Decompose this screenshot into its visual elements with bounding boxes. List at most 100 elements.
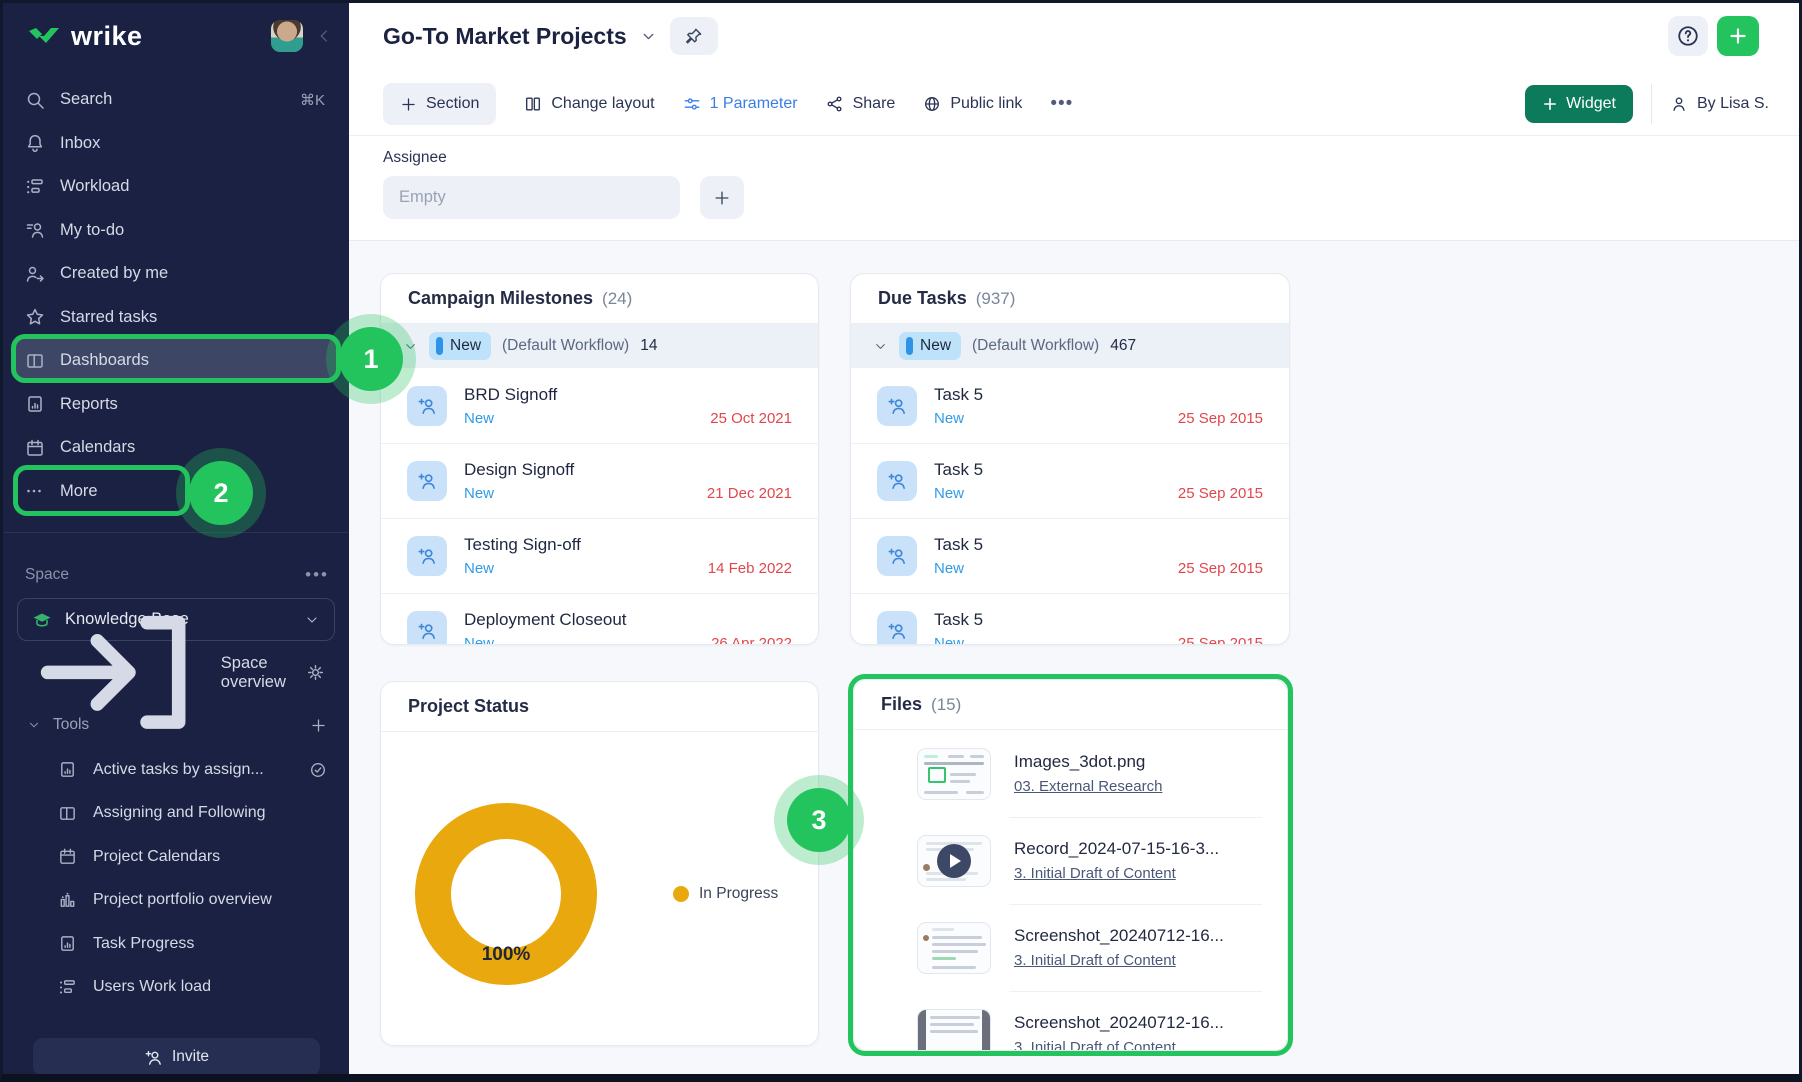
user-avatar[interactable] (271, 20, 303, 52)
assign-avatar-icon[interactable] (407, 536, 447, 576)
dashboard-author[interactable]: By Lisa S. (1670, 95, 1769, 113)
collapse-sidebar-icon[interactable] (315, 27, 333, 45)
assign-avatar-icon[interactable] (407, 611, 447, 644)
widget-header[interactable]: Due Tasks (937) (851, 274, 1289, 324)
tool-item-users-workload[interactable]: Users Work load (3, 966, 349, 1010)
assign-avatar-icon[interactable] (407, 461, 447, 501)
toolbar-more-icon[interactable]: ••• (1050, 93, 1074, 114)
add-widget-button[interactable]: Widget (1525, 85, 1633, 123)
assignee-filter-value[interactable]: Empty (383, 176, 680, 219)
space-options-icon[interactable]: ••• (305, 565, 329, 584)
widget-header[interactable]: Project Status (381, 682, 818, 732)
task-status-link[interactable]: New (464, 560, 495, 577)
task-title[interactable]: Task 5 (934, 610, 984, 629)
help-button[interactable] (1668, 16, 1708, 56)
task-row[interactable]: Task 5 New 25 Sep 2015 (851, 593, 1289, 645)
task-row[interactable]: Design Signoff New 21 Dec 2021 (381, 443, 818, 518)
tools-section-header[interactable]: Tools (27, 705, 327, 745)
assign-avatar-icon[interactable] (877, 611, 917, 644)
chart-legend[interactable]: In Progress (673, 885, 778, 903)
widget-header[interactable]: Campaign Milestones (24) (381, 274, 818, 324)
title-chevron-down-icon[interactable] (640, 28, 657, 45)
task-status-link[interactable]: New (934, 485, 965, 502)
sidebar-item-search[interactable]: Search ⌘K (3, 78, 349, 122)
file-row[interactable]: Screenshot_20240712-16... 3. Initial Dra… (854, 904, 1287, 991)
file-row[interactable]: Record_2024-07-15-16-3... 3. Initial Dra… (854, 817, 1287, 904)
sidebar-item-my-todo[interactable]: My to-do (3, 209, 349, 253)
file-thumbnail-phone-screenshot[interactable] (917, 1008, 991, 1050)
task-status-link[interactable]: New (464, 635, 495, 645)
dashboard-toolbar: Section Change layout 1 Parameter Share … (383, 83, 1073, 125)
status-group-row[interactable]: New (Default Workflow) 467 (851, 324, 1289, 368)
file-name[interactable]: Record_2024-07-15-16-3... (1014, 839, 1220, 858)
task-due-date: 14 Feb 2022 (707, 560, 792, 577)
sidebar-item-calendars[interactable]: Calendars (3, 426, 349, 470)
file-name[interactable]: Screenshot_20240712-16... (1014, 926, 1224, 945)
sidebar-item-space-overview[interactable]: Space overview (3, 616, 349, 730)
sidebar-item-created-by-me[interactable]: Created by me (3, 252, 349, 296)
tool-item-portfolio-overview[interactable]: Project portfolio overview (3, 879, 349, 923)
sidebar-item-starred-tasks[interactable]: Starred tasks (3, 296, 349, 340)
task-title[interactable]: Task 5 (934, 384, 984, 404)
change-layout-button[interactable]: Change layout (524, 95, 655, 113)
task-row[interactable]: Task 5 New 25 Sep 2015 (851, 443, 1289, 518)
file-thumbnail-chat-screenshot[interactable] (917, 921, 991, 974)
file-folder-link[interactable]: 3. Initial Draft of Content (1014, 952, 1176, 969)
task-title[interactable]: Task 5 (934, 460, 984, 479)
task-status-link[interactable]: New (934, 560, 965, 577)
task-status-link[interactable]: New (934, 409, 965, 427)
global-add-button[interactable] (1717, 16, 1759, 56)
add-filter-button[interactable] (700, 176, 744, 219)
file-row[interactable]: Images_3dot.png 03. External Research (854, 730, 1287, 817)
donut-chart[interactable] (415, 803, 597, 985)
assign-avatar-icon[interactable] (407, 385, 447, 426)
add-section-button[interactable]: Section (383, 83, 497, 125)
task-title[interactable]: Deployment Closeout (464, 610, 627, 629)
task-status-link[interactable]: New (934, 635, 965, 645)
pin-button[interactable] (669, 17, 718, 55)
sidebar-item-inbox[interactable]: Inbox (3, 122, 349, 166)
space-settings-gear-icon[interactable] (306, 663, 325, 682)
file-folder-link[interactable]: 3. Initial Draft of Content (1014, 1039, 1176, 1051)
file-name[interactable]: Screenshot_20240712-16... (1014, 1013, 1224, 1032)
file-row[interactable]: Screenshot_20240712-16... 3. Initial Dra… (854, 991, 1287, 1051)
assign-avatar-icon[interactable] (877, 536, 917, 576)
invite-button[interactable]: Invite (33, 1038, 320, 1074)
task-title[interactable]: Task 5 (934, 535, 984, 554)
parameter-button[interactable]: 1 Parameter (683, 95, 798, 113)
widget-header[interactable]: Files (15) (854, 680, 1287, 730)
sidebar-item-more[interactable]: More (3, 470, 349, 514)
tool-item-project-calendars[interactable]: Project Calendars (3, 835, 349, 879)
task-row[interactable]: Task 5 New 25 Sep 2015 (851, 368, 1289, 443)
share-button[interactable]: Share (826, 95, 895, 113)
add-tool-icon[interactable] (310, 717, 327, 734)
task-title[interactable]: Design Signoff (464, 460, 575, 479)
file-name[interactable]: Images_3dot.png (1014, 752, 1146, 771)
task-row[interactable]: BRD Signoff New 25 Oct 2021 (381, 368, 818, 443)
sidebar-item-dashboards[interactable]: Dashboards (15, 339, 337, 383)
wrike-logo[interactable]: wrike (27, 21, 271, 52)
file-thumbnail-app-screenshot[interactable] (917, 747, 991, 800)
sidebar-item-workload[interactable]: Workload (3, 165, 349, 209)
status-group-row[interactable]: New (Default Workflow) 14 (381, 324, 818, 368)
file-folder-link[interactable]: 3. Initial Draft of Content (1014, 865, 1176, 882)
tool-item-assigning[interactable]: Assigning and Following (3, 792, 349, 836)
my-todo-icon (26, 223, 44, 238)
file-thumbnail-video[interactable] (917, 834, 991, 887)
task-row[interactable]: Deployment Closeout New 26 Apr 2022 (381, 593, 818, 645)
task-row[interactable]: Testing Sign-off New 14 Feb 2022 (381, 518, 818, 593)
task-title[interactable]: Testing Sign-off (464, 535, 581, 554)
sidebar-item-reports[interactable]: Reports (3, 383, 349, 427)
public-link-button[interactable]: Public link (923, 95, 1022, 113)
file-folder-link[interactable]: 03. External Research (1014, 778, 1163, 795)
task-row[interactable]: Task 5 New 25 Sep 2015 (851, 518, 1289, 593)
sidebar-nav: Search ⌘K Inbox Workload My to-do Create… (3, 78, 349, 513)
tool-item-active-tasks[interactable]: Active tasks by assign... (3, 748, 349, 792)
task-status-link[interactable]: New (464, 485, 495, 502)
task-title[interactable]: BRD Signoff (464, 384, 558, 404)
tool-item-task-progress[interactable]: Task Progress (3, 922, 349, 966)
task-status-link[interactable]: New (464, 409, 495, 427)
assign-avatar-icon[interactable] (877, 385, 917, 426)
assign-avatar-icon[interactable] (877, 461, 917, 501)
